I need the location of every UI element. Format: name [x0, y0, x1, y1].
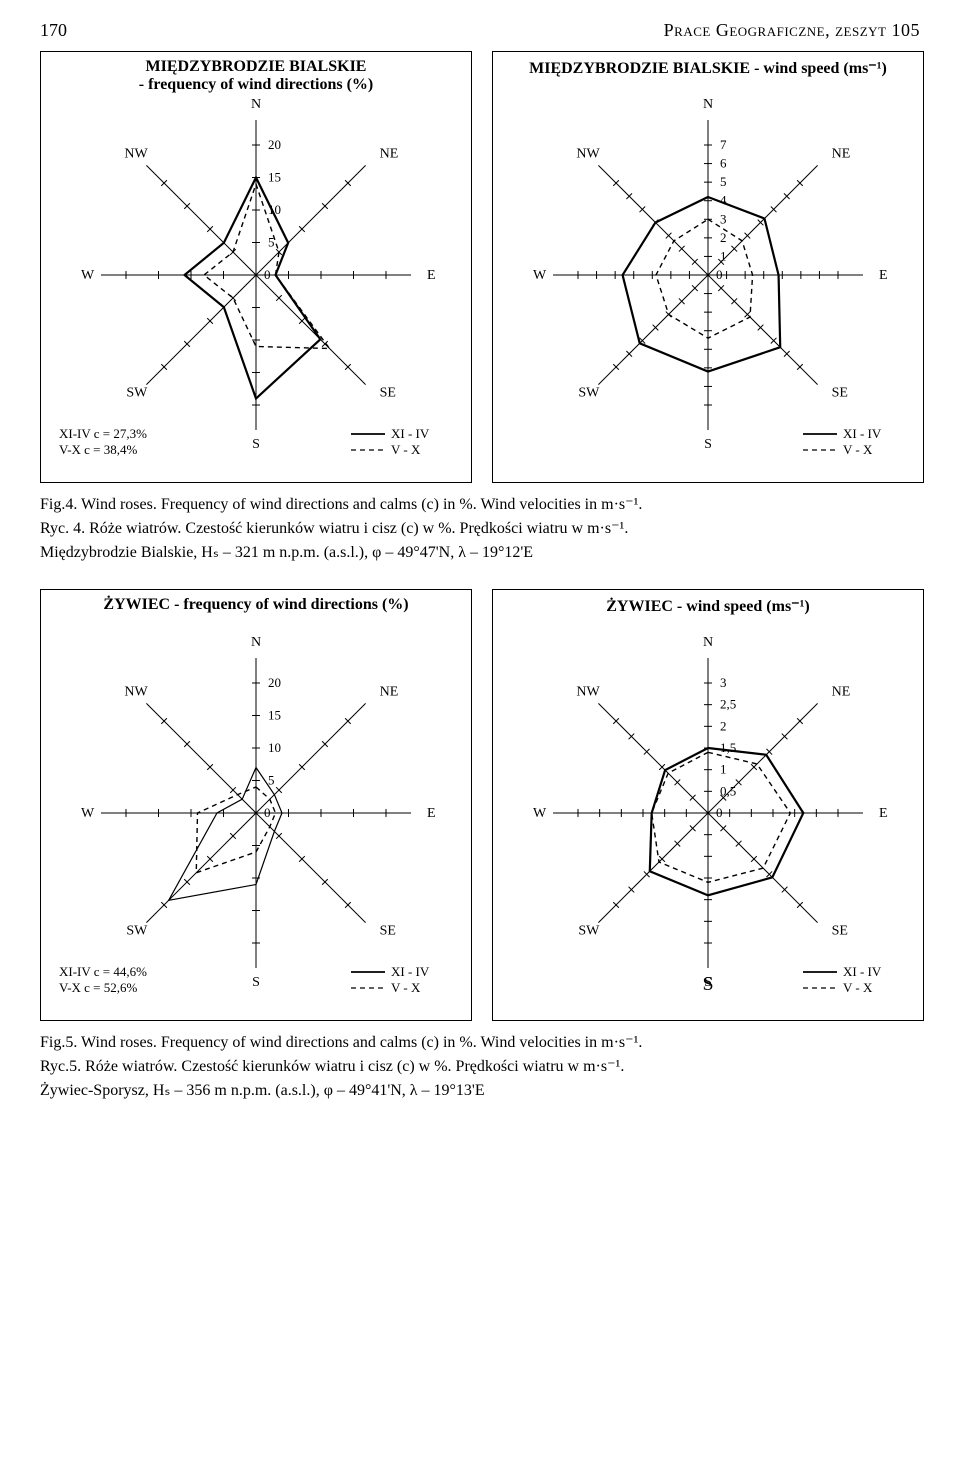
svg-text:2: 2	[720, 230, 727, 245]
svg-text:N: N	[703, 635, 713, 650]
svg-text:3: 3	[720, 211, 727, 226]
svg-text:W: W	[81, 806, 95, 821]
svg-text:2,5: 2,5	[720, 697, 736, 712]
caption-fig4: Fig.4. Wind roses. Frequency of wind dir…	[40, 493, 920, 565]
svg-text:15: 15	[268, 708, 281, 723]
svg-text:W: W	[533, 268, 547, 283]
svg-text:XI - IV: XI - IV	[391, 426, 430, 441]
svg-text:4: 4	[720, 193, 727, 208]
svg-text:SE: SE	[832, 924, 848, 939]
svg-text:5: 5	[720, 174, 727, 189]
chart-mb-speed: MIĘDZYBRODZIE BIALSKIE - wind speed (ms⁻…	[492, 51, 924, 483]
svg-text:E: E	[879, 268, 888, 283]
svg-text:W: W	[533, 806, 547, 821]
caption-line: Ryc. 4. Róże wiatrów. Czestość kierunków…	[40, 517, 920, 541]
caption-fig5: Fig.5. Wind roses. Frequency of wind dir…	[40, 1031, 920, 1103]
svg-text:XI - IV: XI - IV	[843, 964, 882, 979]
caption-line: Ryc.5. Róże wiatrów. Czestość kierunków …	[40, 1055, 920, 1079]
svg-text:6: 6	[720, 156, 727, 171]
chart-title: MIĘDZYBRODZIE BIALSKIE - frequency of wi…	[41, 58, 471, 94]
svg-text:0: 0	[716, 805, 723, 820]
svg-text:1: 1	[720, 762, 727, 777]
svg-text:10: 10	[268, 740, 281, 755]
svg-text:NW: NW	[124, 684, 148, 699]
svg-text:XI - IV: XI - IV	[391, 964, 430, 979]
chart-title: MIĘDZYBRODZIE BIALSKIE - wind speed (ms⁻…	[493, 58, 923, 78]
svg-text:W: W	[81, 268, 95, 283]
svg-text:2: 2	[720, 718, 727, 733]
chart-zy-freq: ŻYWIEC - frequency of wind directions (%…	[40, 589, 472, 1021]
svg-text:1,5: 1,5	[720, 740, 736, 755]
svg-text:NW: NW	[576, 684, 600, 699]
svg-text:15: 15	[268, 170, 281, 185]
svg-text:5: 5	[268, 773, 275, 788]
chart-zy-speed: ŻYWIEC - wind speed (ms⁻¹) N NE E SE S SW W NW 0…	[492, 589, 924, 1021]
svg-text:SW: SW	[126, 386, 148, 401]
svg-text:E: E	[427, 268, 436, 283]
svg-text:NE: NE	[380, 146, 399, 161]
svg-text:V - X: V - X	[391, 442, 421, 457]
svg-text:XI - IV: XI - IV	[843, 426, 882, 441]
svg-text:S: S	[252, 975, 260, 990]
svg-text:NE: NE	[832, 146, 851, 161]
page-number: 170	[40, 20, 67, 41]
svg-text:N: N	[703, 97, 713, 112]
svg-text:NW: NW	[576, 146, 600, 161]
svg-text:XI-IV c = 27,3%: XI-IV c = 27,3%	[59, 426, 147, 441]
caption-line: Fig.5. Wind roses. Frequency of wind dir…	[40, 1031, 920, 1055]
svg-text:20: 20	[268, 137, 281, 152]
chart-title: ŻYWIEC - wind speed (ms⁻¹)	[493, 596, 923, 616]
svg-text:SE: SE	[380, 924, 396, 939]
svg-text:NW: NW	[124, 146, 148, 161]
svg-text:V - X: V - X	[843, 980, 873, 995]
svg-text:N: N	[251, 635, 261, 650]
svg-text:E: E	[427, 806, 436, 821]
svg-text:V - X: V - X	[843, 442, 873, 457]
svg-text:7: 7	[720, 137, 727, 152]
svg-text:0: 0	[264, 267, 271, 282]
svg-text:3: 3	[720, 675, 727, 690]
svg-text:NE: NE	[832, 684, 851, 699]
svg-text:0: 0	[716, 267, 723, 282]
svg-text:SE: SE	[380, 386, 396, 401]
svg-text:S: S	[252, 437, 260, 452]
svg-text:NE: NE	[380, 684, 399, 699]
chart-title: ŻYWIEC - frequency of wind directions (%…	[41, 596, 471, 614]
svg-text:SW: SW	[126, 924, 148, 939]
svg-text:N: N	[251, 97, 261, 112]
svg-text:1: 1	[720, 248, 727, 263]
svg-text:V-X c = 52,6%: V-X c = 52,6%	[59, 980, 138, 995]
caption-line: Międzybrodzie Bialskie, Hₛ – 321 m n.p.m…	[40, 541, 920, 565]
chart-mb-freq: MIĘDZYBRODZIE BIALSKIE - frequency of wi…	[40, 51, 472, 483]
page-header: 170 Prace Geograficzne, zeszyt 105	[40, 20, 920, 41]
svg-text:S: S	[704, 437, 712, 452]
svg-text:V - X: V - X	[391, 980, 421, 995]
caption-line: Fig.4. Wind roses. Frequency of wind dir…	[40, 493, 920, 517]
svg-text:0,5: 0,5	[720, 783, 736, 798]
svg-text:XI-IV c = 44,6%: XI-IV c = 44,6%	[59, 964, 147, 979]
svg-text:20: 20	[268, 675, 281, 690]
svg-text:SW: SW	[578, 386, 600, 401]
caption-line: Żywiec-Sporysz, Hₛ – 356 m n.p.m. (a.s.l…	[40, 1079, 920, 1103]
svg-text:V-X c = 38,4%: V-X c = 38,4%	[59, 442, 138, 457]
svg-text:E: E	[879, 806, 888, 821]
svg-text:SE: SE	[832, 386, 848, 401]
svg-text:S: S	[702, 973, 713, 995]
svg-text:0: 0	[264, 805, 271, 820]
journal-title: Prace Geograficzne, zeszyt 105	[664, 20, 920, 41]
svg-text:SW: SW	[578, 924, 600, 939]
